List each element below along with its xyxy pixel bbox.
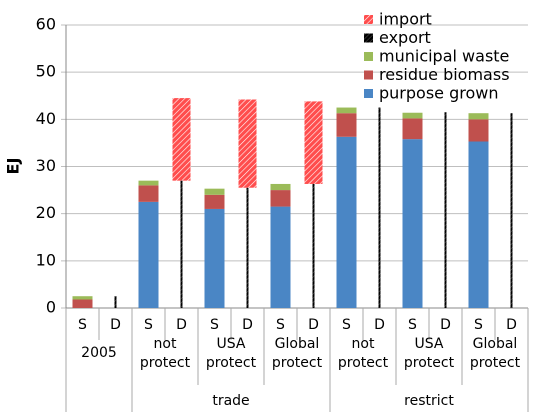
bar-segment	[204, 208, 225, 308]
group-label-line: USA	[415, 336, 444, 352]
bar-segment	[510, 113, 513, 309]
group-label-line: protect	[206, 355, 257, 371]
legend-label: residue biomass	[379, 65, 510, 84]
x-tick-label: S	[408, 317, 417, 333]
bar-segment	[238, 99, 257, 188]
group-label: not protect	[140, 336, 191, 371]
group-label: USA protect	[206, 336, 257, 371]
group-label: USA protect	[404, 336, 455, 371]
bar-segment	[72, 296, 93, 300]
x-tick-label: S	[144, 317, 153, 333]
x-tick-label: S	[474, 317, 483, 333]
y-tick-label: 40	[36, 109, 56, 128]
bar-segment	[312, 183, 315, 308]
legend-swatch	[364, 52, 373, 61]
bar-segment	[72, 299, 93, 308]
bar-segment	[468, 141, 489, 308]
bar-segment	[138, 201, 159, 308]
bar-segment	[204, 188, 225, 195]
bar-segment	[304, 101, 323, 184]
bar-segment	[468, 119, 489, 142]
bar-segment	[270, 190, 291, 207]
bar-segment	[138, 185, 159, 202]
group-label-line: USA	[217, 336, 246, 352]
bar-segment	[114, 296, 117, 308]
legend-swatch	[364, 70, 373, 80]
x-tick-label: D	[176, 317, 187, 333]
bar-segment	[336, 113, 357, 137]
y-tick-label: 30	[36, 156, 56, 175]
bar-segment	[336, 107, 357, 114]
y-axis-label: EJ	[4, 158, 23, 175]
group-label: 2005	[81, 345, 117, 361]
x-tick-label: S	[342, 317, 351, 333]
bar-segment	[204, 194, 225, 209]
group-label-line: protect	[140, 355, 191, 371]
x-tick-label: D	[506, 317, 517, 333]
bar-segment	[402, 112, 423, 119]
bar-segment	[336, 136, 357, 308]
x-tick-label: D	[242, 317, 253, 333]
legend-swatch	[364, 15, 373, 24]
group-label-line: not	[352, 336, 375, 352]
x-tick-label: D	[308, 317, 319, 333]
x-tick-label: S	[210, 317, 219, 333]
bar-segment	[378, 107, 381, 309]
group-label-line: Global	[275, 336, 320, 352]
legend-label: export	[379, 28, 431, 47]
bar-segment	[468, 113, 489, 120]
group-label-line: Global	[473, 336, 518, 352]
group-label-line: protect	[404, 355, 455, 371]
bar-segment	[270, 206, 291, 308]
x-tick-label: D	[110, 317, 121, 333]
x-tick-label: D	[374, 317, 385, 333]
legend-label: municipal waste	[379, 47, 509, 66]
y-tick-label: 50	[36, 62, 56, 81]
supergroup-label: trade	[212, 393, 249, 409]
bar-segment	[270, 183, 291, 191]
group-label-line: protect	[470, 355, 521, 371]
supergroup-label: restrict	[404, 393, 454, 409]
legend-swatch	[364, 89, 373, 98]
bar-segment	[402, 118, 423, 140]
bar-segment	[172, 98, 191, 181]
x-tick-label: S	[276, 317, 285, 333]
x-tick-label: S	[78, 317, 87, 333]
legend-label: purpose grown	[379, 84, 498, 103]
y-tick-label: 0	[46, 298, 56, 317]
x-tick-label: D	[440, 317, 451, 333]
group-label: Global protect	[470, 336, 521, 371]
legend-label: import	[379, 10, 432, 29]
legend-swatch	[364, 33, 373, 43]
group-label-line: not	[154, 336, 177, 352]
y-tick-label: 20	[36, 203, 56, 222]
bar-segment	[138, 180, 159, 186]
y-tick-label: 10	[36, 250, 56, 269]
bar-segment	[444, 112, 447, 308]
y-tick-label: 60	[36, 15, 56, 34]
bar-segment	[246, 187, 249, 308]
group-label-line: 2005	[81, 345, 117, 361]
group-label-line: protect	[338, 355, 389, 371]
group-label-line: protect	[272, 355, 323, 371]
group-label: Global protect	[272, 336, 323, 371]
bar-segment	[402, 139, 423, 308]
bar-segment	[180, 180, 183, 308]
group-label: not protect	[338, 336, 389, 371]
